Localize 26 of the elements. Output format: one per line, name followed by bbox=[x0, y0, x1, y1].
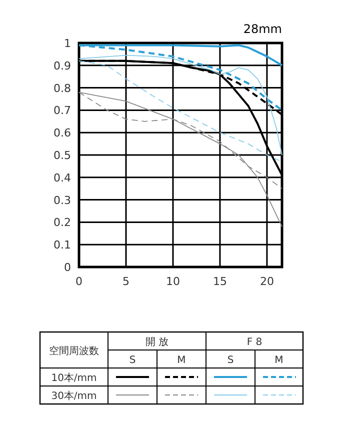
y-tick-label: 0.5 bbox=[54, 149, 71, 162]
x-tick-label: 15 bbox=[212, 275, 227, 288]
y-tick-label: 1 bbox=[64, 37, 71, 50]
y-tick-label: 0.1 bbox=[54, 238, 71, 252]
y-tick-label: 0.7 bbox=[54, 104, 71, 118]
text: 30本/mm bbox=[51, 390, 97, 402]
text: S bbox=[227, 355, 234, 366]
text: 空間周波数 bbox=[49, 345, 99, 357]
x-tick-label: 20 bbox=[260, 275, 274, 288]
y-tick-label: 0.2 bbox=[54, 216, 71, 230]
text: M bbox=[177, 355, 186, 366]
x-tick-label: 0 bbox=[76, 275, 82, 288]
x-tick-label: 5 bbox=[122, 275, 130, 288]
y-tick-label: 0.4 bbox=[54, 171, 71, 184]
y-tick-label: 0.8 bbox=[54, 82, 71, 95]
text: M bbox=[274, 355, 284, 366]
y-tick-label: 0.9 bbox=[54, 59, 71, 72]
y-tick-label: 0.3 bbox=[54, 194, 71, 207]
x-tick-label: 10 bbox=[166, 275, 180, 288]
chart-title: 28mm bbox=[243, 22, 282, 36]
y-tick-label: 0.6 bbox=[54, 126, 71, 140]
y-tick-label: 0 bbox=[64, 261, 71, 274]
text: 10本/mm bbox=[51, 372, 97, 384]
text: S bbox=[129, 355, 136, 366]
text: 開 放 bbox=[145, 337, 169, 348]
text: F 8 bbox=[246, 337, 262, 348]
